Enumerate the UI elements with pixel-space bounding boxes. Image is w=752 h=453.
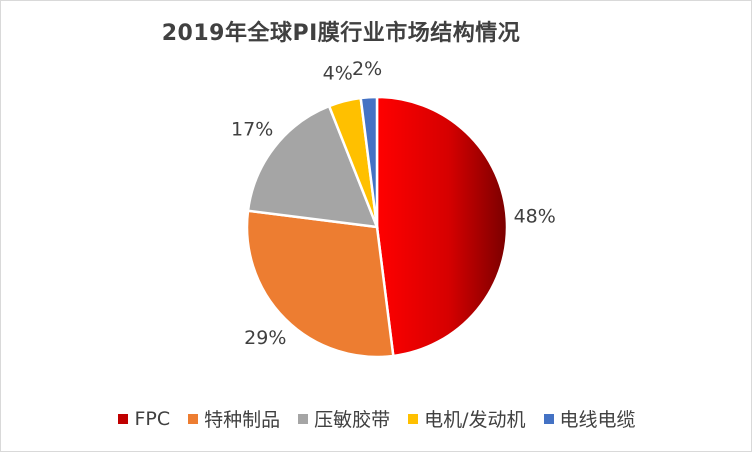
legend-label: 电机/发动机 — [424, 409, 526, 431]
data-label: 48% — [514, 206, 556, 228]
data-label: 17% — [231, 119, 273, 141]
legend-swatch — [298, 413, 309, 424]
slice-fpc — [375, 95, 509, 358]
legend-swatch — [118, 413, 129, 424]
legend-item: 特种制品 — [188, 405, 280, 432]
legend-label: 压敏胶带 — [314, 409, 391, 431]
chart-title: 2019年全球PI膜行业市场结构情况 — [161, 21, 521, 46]
legend-swatch — [408, 413, 419, 424]
legend-item: FPC — [118, 408, 170, 430]
data-label: 4% — [323, 62, 353, 84]
legend-label: 电线电缆 — [559, 409, 636, 431]
legend-swatch — [543, 413, 554, 424]
slice-special-products — [245, 209, 395, 359]
legend-item: 电机/发动机 — [408, 405, 526, 432]
legend-label: 特种制品 — [204, 409, 281, 431]
legend-swatch — [188, 413, 199, 424]
data-label: 29% — [244, 327, 286, 349]
legend-label: FPC — [134, 407, 171, 430]
slice-wire-cable — [359, 95, 379, 228]
data-label: 2% — [352, 58, 382, 80]
slice-pressure-sensitive-tape — [246, 104, 379, 229]
legend-item: 电线电缆 — [543, 405, 636, 432]
legend-item: 压敏胶带 — [298, 405, 390, 432]
chart-legend: FPC 特种制品 压敏胶带 电机/发动机 电线电缆 — [1, 405, 752, 432]
